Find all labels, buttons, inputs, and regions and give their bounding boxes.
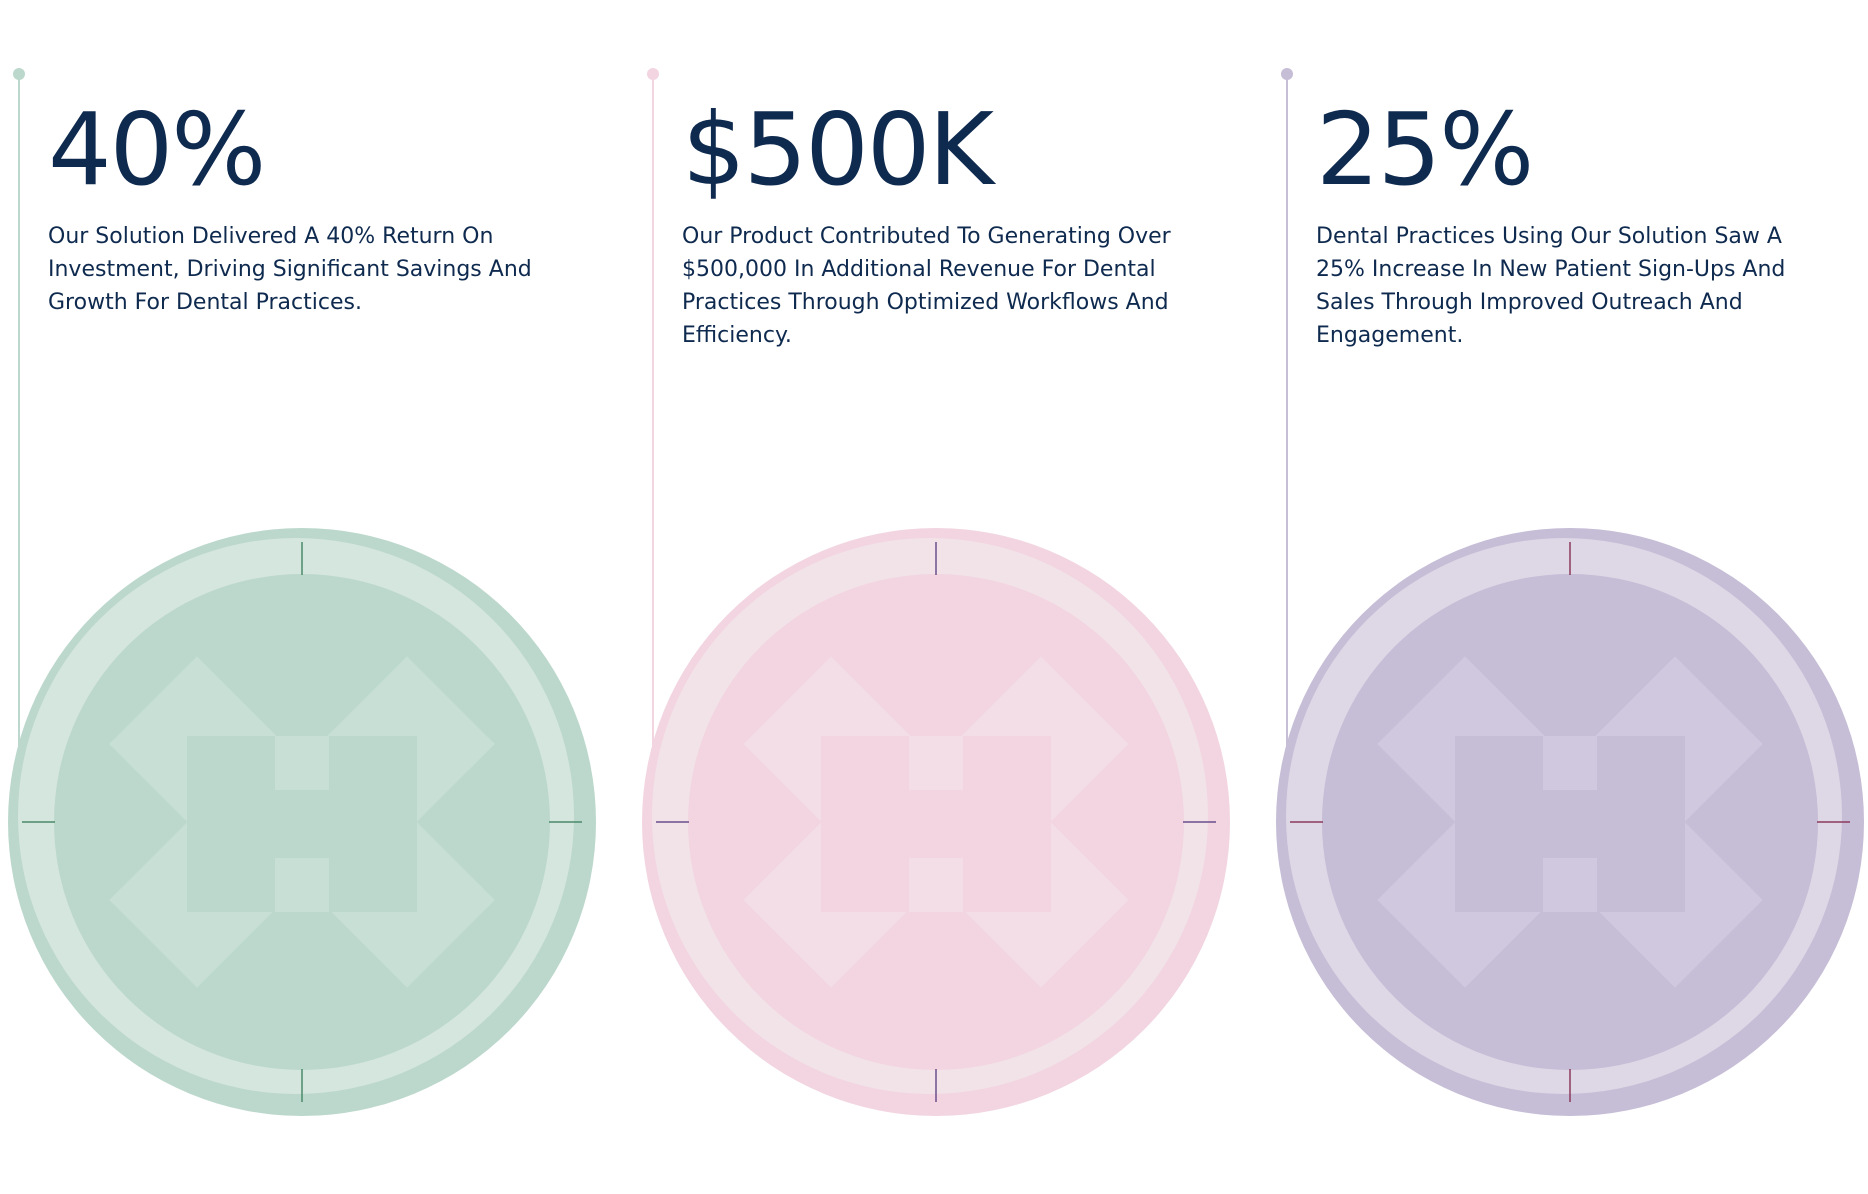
stat-description: Our Solution Delivered A 40% Return On I… — [48, 224, 532, 315]
timeline-line — [18, 74, 20, 822]
stat-description: Dental Practices Using Our Solution Saw … — [1316, 224, 1786, 348]
logo-notch — [909, 736, 963, 790]
logo-notch — [1543, 736, 1597, 790]
stat-description: Our Product Contributed To Generating Ov… — [682, 224, 1171, 348]
stat-value: $500K — [682, 91, 994, 208]
coin-illustration — [642, 528, 1230, 1116]
logo-notch — [909, 858, 963, 912]
stat-value: 25% — [1316, 91, 1534, 208]
coin-illustration — [8, 528, 596, 1116]
coin-illustration — [1276, 528, 1864, 1116]
stat-card: 25% Dental Practices Using Our Solution S… — [1276, 0, 1868, 1194]
timeline-line — [652, 74, 654, 822]
timeline-line — [1286, 74, 1288, 822]
stat-card: 40% Our Solution Delivered A 40% Return O… — [8, 0, 643, 1194]
logo-notch — [1543, 858, 1597, 912]
stat-value: 40% — [48, 91, 266, 208]
logo-notch — [275, 858, 329, 912]
stat-card: $500K Our Product Contributed To Generati… — [642, 0, 1277, 1194]
logo-notch — [275, 736, 329, 790]
